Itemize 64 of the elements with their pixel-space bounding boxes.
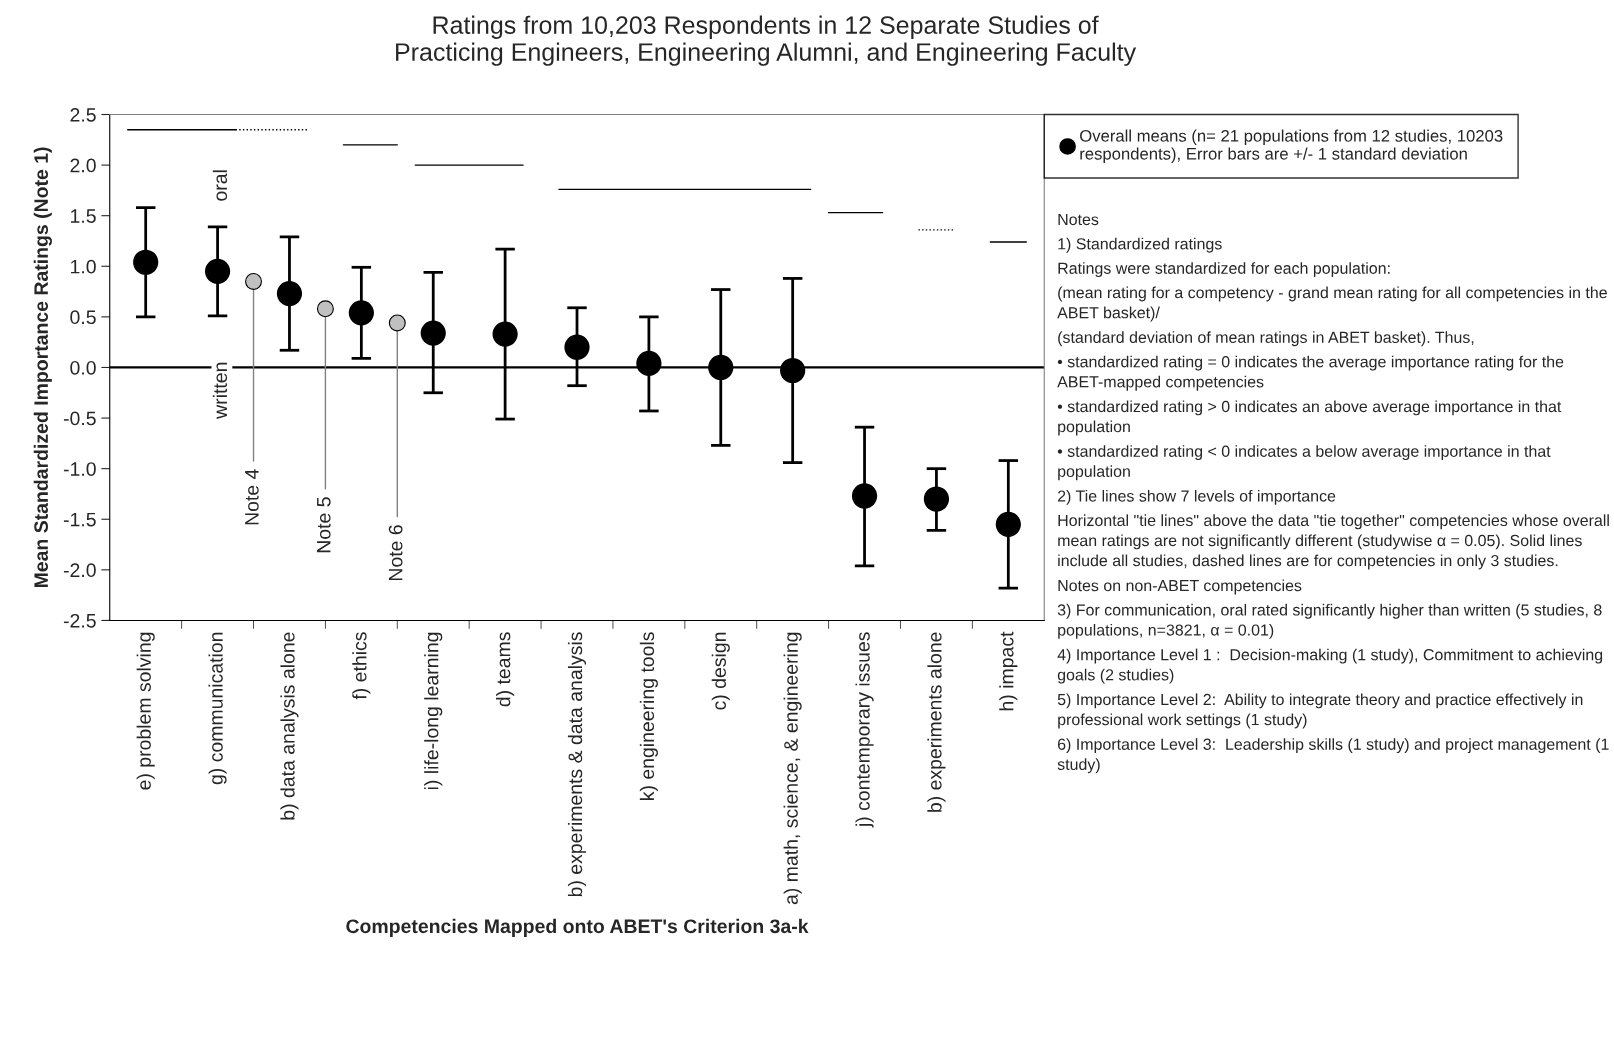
point (348, 300, 374, 326)
y-tick-label: 0.5 (70, 310, 96, 325)
point (245, 272, 262, 290)
point (564, 334, 590, 360)
x-tick-label: d) teams (496, 632, 515, 707)
text: • standardized rating < 0 indicates a below average importance in that population (1057, 445, 1551, 481)
text: 2) Tie lines show 7 levels of importance (1057, 489, 1336, 505)
annotation: written (212, 362, 228, 419)
point (851, 483, 878, 509)
text: 5) Importance Level 2: Ability to integrate theory and practice effectively in professional work settings (1 study) (1057, 693, 1583, 729)
y-tick-label: 0.0 (70, 360, 96, 375)
text: 4) Importance Level 1 : Decision-making (1 study), Commitment to achieving goals (2 studies) (1057, 648, 1603, 684)
point (995, 511, 1021, 537)
point (708, 354, 734, 381)
text: (mean rating for a competency - grand mean rating for all competencies in the ABET basket)/ (1057, 286, 1607, 322)
point (388, 314, 406, 332)
point (780, 357, 806, 384)
x-tick-label: e) problem solving (136, 632, 155, 790)
legend-label: Overall means (n= 21 populations from 12 studies, 10203 respondents), Error bars are +/- 1 standard deviation (1080, 129, 1503, 163)
annotation: oral (212, 170, 228, 201)
x-tick-label: i) life-long learning (424, 632, 443, 790)
y-axis-title: Mean Standardized Importance Ratings (Note 1) (33, 147, 52, 588)
annotation: Note 6 (388, 525, 403, 580)
point (276, 280, 303, 307)
text: Ratings were standardized for each population: (1058, 262, 1390, 278)
y-tick-label: -2.0 (63, 563, 96, 578)
y-tick-label: -0.5 (63, 411, 96, 426)
point (492, 321, 518, 347)
point (133, 249, 159, 275)
y-tick-label: 1.5 (71, 209, 96, 223)
x-tick-label: f) ethics (352, 632, 371, 700)
x-tick-label: a) math, science, & engineering (783, 632, 802, 905)
point (420, 320, 446, 346)
x-tick-label: c) design (711, 632, 730, 710)
text: • standardized rating > 0 indicates an above average importance in that population (1057, 400, 1562, 436)
x-tick-label: b) experiments alone (927, 632, 946, 812)
x-tick-label: k) engineering tools (639, 632, 658, 800)
text: Notes on non-ABET competencies (1058, 579, 1302, 595)
x-tick-label: b) experiments & data analysis (567, 632, 587, 897)
point (316, 300, 334, 318)
y-tick-label: -2.5 (63, 613, 96, 628)
text: 1) Standardized ratings (1058, 237, 1222, 253)
y-tick-label: 2.5 (70, 107, 96, 122)
y-tick-label: -1.5 (63, 512, 96, 527)
y-tick-label: 1.0 (71, 259, 96, 274)
chart-title: Ratings from 10,203 Respondents in 12 Separate Studies of Practicing Engineers, Engineering Alumni, and Engineering Faculty (396, 15, 1137, 66)
text: Horizontal "tie lines" above the data "tie together" competencies whose overall mean ratings are not significantly different (studywise α = 0.05). Solid lines include all studies, dashed lines are for competencies in only 3 studies. (1058, 514, 1609, 570)
x-axis-title: Competencies Mapped onto ABET's Criterion 3a-k (346, 918, 809, 937)
text: (standard deviation of mean ratings in ABET basket). Thus, (1058, 331, 1474, 347)
text: Notes (1058, 213, 1099, 226)
point (923, 486, 950, 512)
x-tick-label: h) impact (999, 631, 1018, 711)
text: 3) For communication, oral rated significantly higher than written (5 studies, 8 populations, n=3821, α = 0.01) (1057, 603, 1602, 639)
text: • standardized rating = 0 indicates the average importance rating for the ABET-mapped competencies (1057, 355, 1564, 391)
point (636, 350, 662, 377)
x-tick-label: j) contemporary issues (855, 632, 874, 828)
point (204, 258, 231, 284)
annotation: Note 4 (245, 469, 259, 525)
x-tick-label: g) communication (208, 632, 227, 785)
x-tick-label: b) data analysis alone (280, 632, 299, 820)
y-tick-label: -1.0 (63, 462, 96, 476)
annotation: Note 5 (317, 497, 331, 553)
text: 6) Importance Level 3: Leadership skills (1 study) and project management (1 study) (1057, 738, 1609, 774)
y-tick-label: 2.0 (70, 158, 96, 173)
